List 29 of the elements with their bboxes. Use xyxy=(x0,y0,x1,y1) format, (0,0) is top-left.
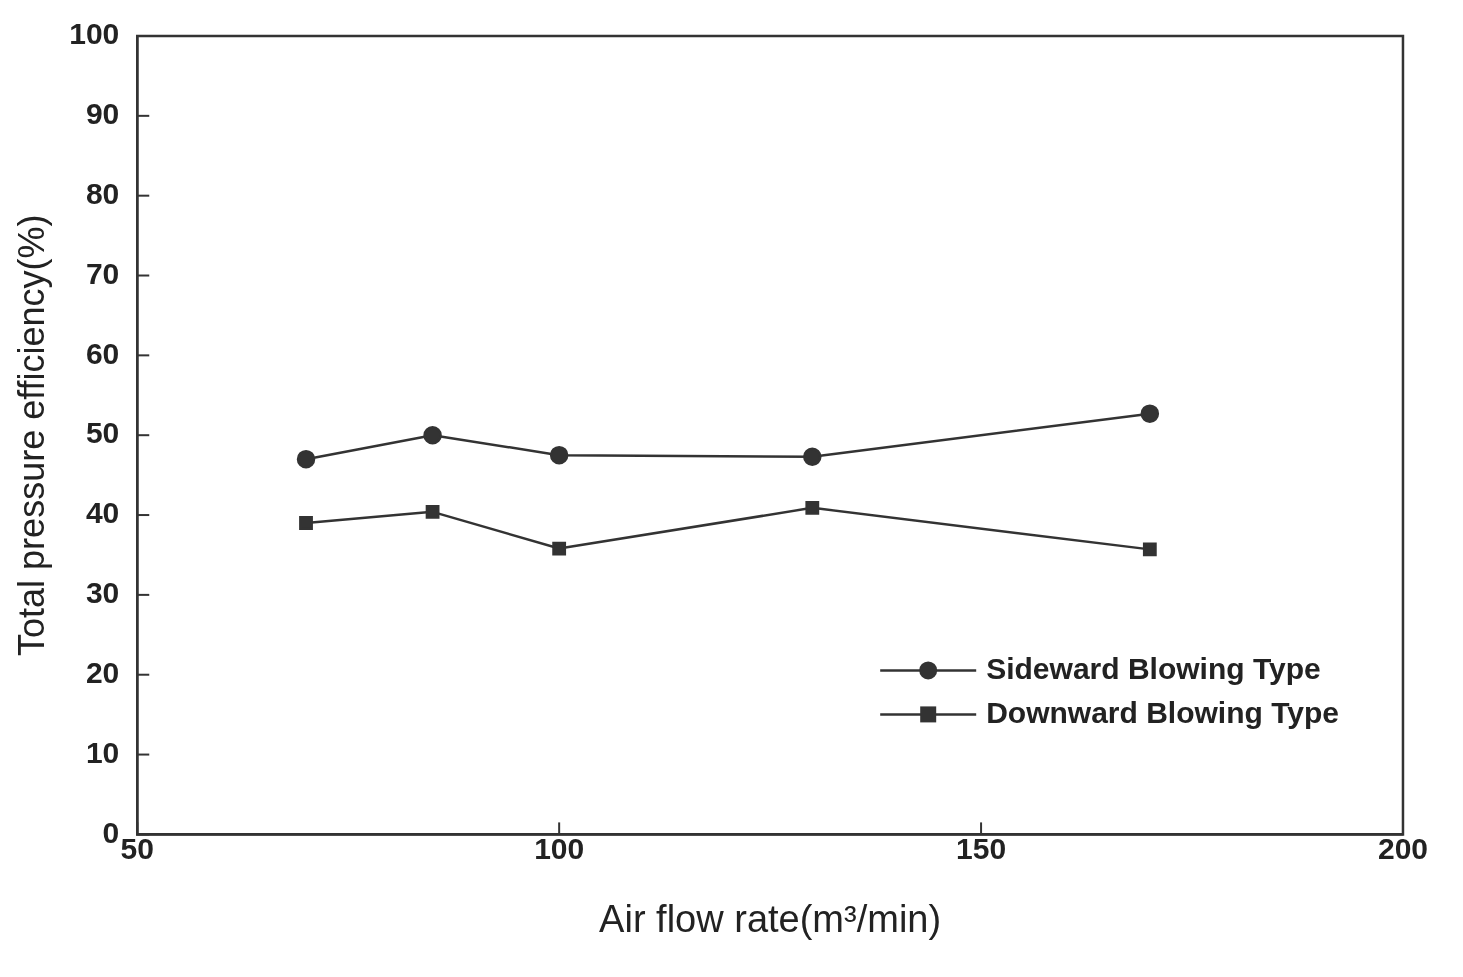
x-tick-label: 100 xyxy=(534,831,585,865)
y-tick-label: 60 xyxy=(85,336,120,370)
y-axis-title: Total pressure efficiency(%) xyxy=(10,214,52,656)
point xyxy=(1142,542,1157,557)
x-tick-label: 150 xyxy=(956,831,1007,865)
y-tick-label: 0 xyxy=(102,815,120,849)
point xyxy=(299,516,313,530)
point xyxy=(552,541,567,556)
y-tick-label: 90 xyxy=(85,97,120,131)
y-tick-label: 80 xyxy=(85,176,120,210)
y-tick-label: 70 xyxy=(85,256,120,290)
y-tick-label: 50 xyxy=(85,416,120,450)
point xyxy=(423,425,442,445)
y-tick-label: 100 xyxy=(69,17,120,51)
x-tick-label: 50 xyxy=(120,831,154,865)
x-tick-label: 200 xyxy=(1377,831,1428,865)
point xyxy=(805,500,820,515)
point xyxy=(549,445,569,465)
legend-label: Downward Blowing Type xyxy=(986,695,1339,729)
x-axis-title: Air flow rate(m³/min) xyxy=(599,897,942,940)
point xyxy=(296,449,316,469)
y-tick-label: 30 xyxy=(85,576,120,610)
y-tick-label: 40 xyxy=(85,496,120,530)
legend-label: Sideward Blowing Type xyxy=(986,651,1321,685)
point xyxy=(425,504,440,519)
y-tick-label: 20 xyxy=(85,655,120,689)
point xyxy=(803,447,822,467)
y-tick-label: 10 xyxy=(85,735,120,769)
point xyxy=(1140,404,1160,423)
